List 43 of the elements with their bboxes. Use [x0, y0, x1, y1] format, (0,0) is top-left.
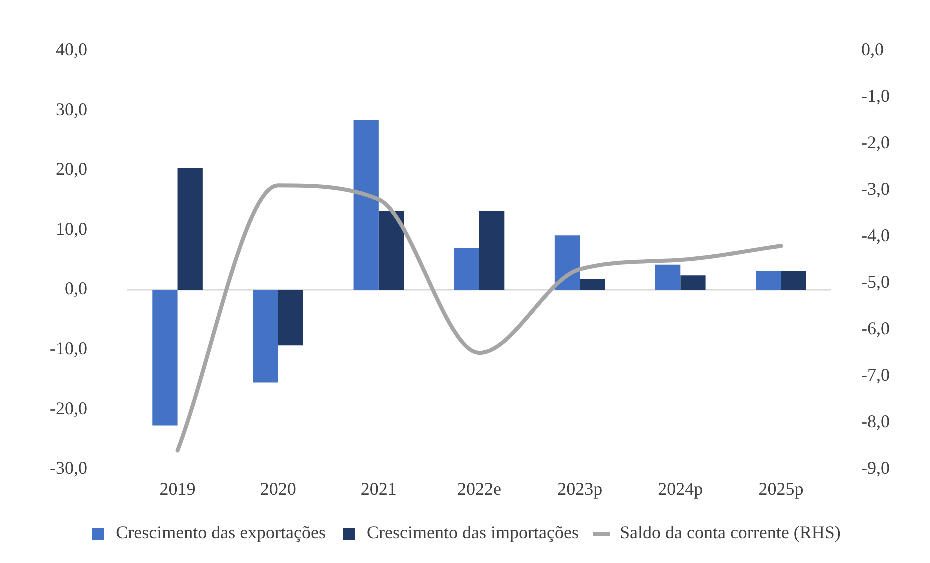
bar	[554, 236, 580, 290]
y-tick-label: -20,0	[50, 398, 88, 418]
y2-tick-label: -8,0	[862, 412, 890, 432]
y2-tick-label: -4,0	[862, 226, 890, 246]
y2-tick-label: -9,0	[862, 458, 890, 478]
y2-tick-label: -5,0	[862, 272, 890, 292]
y2-tick-label: 0,0	[862, 40, 884, 60]
y2-tick-label: -3,0	[862, 179, 890, 200]
bar	[680, 276, 706, 290]
bar	[480, 211, 505, 290]
y-tick-label: 20,0	[56, 159, 88, 180]
bar	[354, 120, 379, 290]
x-tick-label: 2019	[160, 478, 196, 499]
bar	[253, 290, 278, 383]
legend-label: Crescimento das importações	[367, 522, 579, 543]
legend-label: Crescimento das exportações	[116, 522, 326, 543]
line-series	[176, 184, 784, 453]
x-tick-label: 2020	[260, 478, 296, 499]
x-tick-label: 2023p	[558, 478, 603, 499]
y-tick-label: 30,0	[56, 99, 88, 120]
bar	[656, 264, 681, 290]
y-tick-label: -10,0	[50, 338, 88, 359]
bar	[178, 168, 203, 290]
x-tick-label: 2025p	[758, 478, 804, 499]
y-tick-label: 0,0	[64, 278, 88, 299]
x-tick-label: 2021	[360, 478, 397, 499]
x-tick-label: 2022e	[458, 478, 502, 499]
y2-tick-label: -7,0	[862, 365, 890, 386]
y2-tick-label: -1,0	[862, 86, 890, 106]
y-tick-label: -30,0	[50, 458, 88, 478]
bar	[781, 271, 806, 290]
bar	[378, 211, 404, 290]
bar	[454, 248, 480, 290]
x-tick-label: 2024p	[658, 478, 704, 499]
y2-tick-label: -2,0	[862, 132, 890, 153]
bar	[580, 279, 606, 290]
bar	[278, 290, 304, 346]
legend-label: Saldo da conta corrente (RHS)	[620, 522, 841, 543]
y-tick-label: 40,0	[56, 40, 88, 60]
bar	[756, 271, 782, 290]
y2-tick-label: -6,0	[862, 318, 890, 339]
y-tick-label: 10,0	[56, 218, 88, 239]
bar	[152, 290, 178, 426]
